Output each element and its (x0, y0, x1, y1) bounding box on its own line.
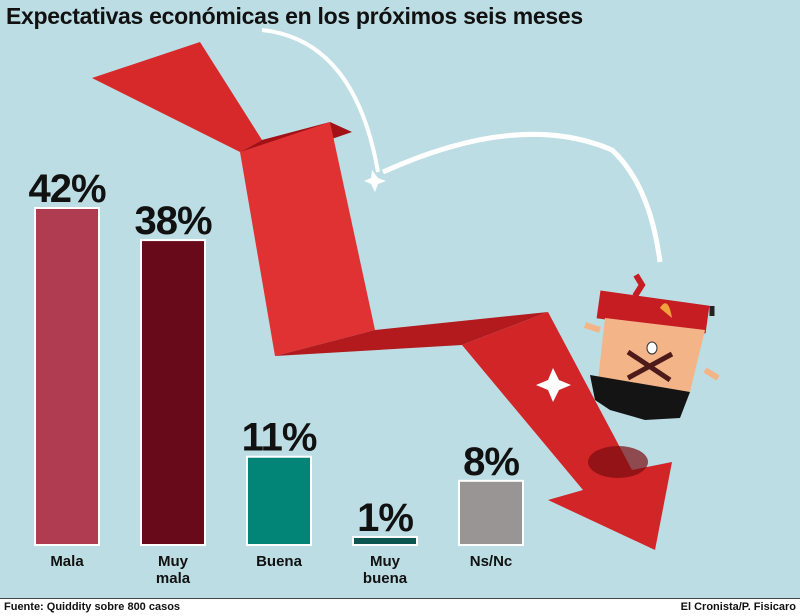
bar-value-label: 1% (357, 496, 413, 540)
bar-group-0: 42% Mala (28, 167, 106, 570)
footer-bar: Fuente: Quiddity sobre 800 casos El Cron… (0, 598, 800, 616)
source-note: Fuente: Quiddity sobre 800 casos (4, 601, 181, 613)
bar-value-label: 8% (463, 440, 519, 484)
bar-1 (140, 239, 206, 546)
category-label: buena (363, 570, 408, 587)
bar-2 (246, 455, 312, 546)
bar-value-label: 38% (134, 199, 211, 243)
category-label: Muy (158, 553, 189, 570)
category-label: Ns/Nc (470, 553, 513, 570)
bar-value-label: 42% (28, 167, 105, 211)
bar-0 (34, 207, 100, 546)
bar-group-4: 8% Ns/Nc (458, 440, 524, 570)
category-label: mala (156, 570, 191, 587)
bar-4 (458, 479, 524, 546)
category-label: Buena (256, 553, 303, 570)
bar-group-2: 11% Buena (242, 416, 318, 570)
falling-figure-icon (584, 273, 720, 420)
credit-note: El Cronista/P. Fisicaro (680, 601, 796, 613)
category-label: Muy (370, 553, 401, 570)
category-label: Mala (50, 553, 84, 570)
chart-title: Expectativas económicas en los próximos … (6, 3, 583, 29)
bar-value-label: 11% (242, 416, 317, 460)
bar-3 (352, 535, 418, 547)
